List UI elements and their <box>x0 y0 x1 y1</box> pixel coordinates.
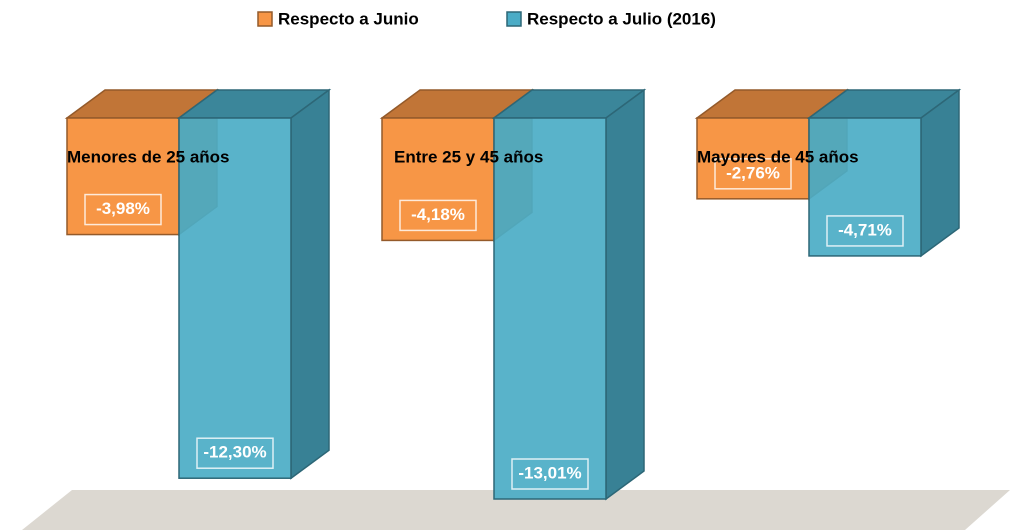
value-label: -4,18% <box>411 205 465 224</box>
category-label: Mayores de 45 años <box>697 147 859 166</box>
value-label: -2,76% <box>726 163 780 182</box>
legend-swatch <box>257 11 273 27</box>
bars <box>64 88 962 501</box>
value-label: -3,98% <box>96 199 150 218</box>
bar <box>178 117 292 479</box>
labels: -3,98% -12,30% Menores de 25 años -4,18% -13… <box>67 147 904 490</box>
value-label: -4,71% <box>838 220 892 239</box>
legend-swatch <box>506 11 522 27</box>
bar-side <box>920 88 960 258</box>
value-label-box <box>826 215 904 247</box>
value-label-box <box>511 458 589 490</box>
category-label: Menores de 25 años <box>67 147 230 166</box>
value-label: -13,01% <box>518 463 581 482</box>
legend: Respecto a Junio Respecto a Julio (2016) <box>257 9 716 28</box>
bar-side <box>290 88 330 480</box>
bar <box>493 117 607 500</box>
category-label: Entre 25 y 45 años <box>394 147 543 166</box>
value-label: -12,30% <box>203 443 266 462</box>
legend-label: Respecto a Julio (2016) <box>527 9 716 28</box>
floor <box>22 490 1010 530</box>
value-label-box <box>399 199 477 232</box>
value-label-box <box>196 437 274 469</box>
value-label-box <box>714 158 792 190</box>
bar-side <box>605 88 645 501</box>
value-label-box <box>84 193 162 226</box>
legend-label: Respecto a Junio <box>278 9 419 28</box>
